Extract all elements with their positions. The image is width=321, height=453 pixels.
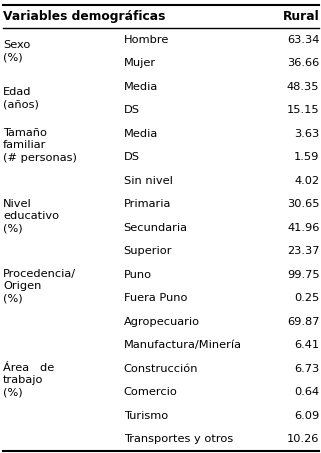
- Text: Superior: Superior: [124, 246, 172, 256]
- Text: 0.64: 0.64: [294, 387, 319, 397]
- Text: Media: Media: [124, 129, 158, 139]
- Text: Primaria: Primaria: [124, 199, 171, 209]
- Text: Sexo
(%): Sexo (%): [3, 40, 30, 63]
- Text: Media: Media: [124, 82, 158, 92]
- Text: 0.25: 0.25: [294, 293, 319, 303]
- Text: 48.35: 48.35: [287, 82, 319, 92]
- Text: 99.75: 99.75: [287, 270, 319, 280]
- Text: 10.26: 10.26: [287, 434, 319, 444]
- Text: Mujer: Mujer: [124, 58, 156, 68]
- Text: Variables demográficas: Variables demográficas: [3, 10, 166, 23]
- Text: Tamaño
familiar
(# personas): Tamaño familiar (# personas): [3, 128, 77, 163]
- Text: Área   de
trabajo
(%): Área de trabajo (%): [3, 363, 55, 398]
- Text: Nivel
educativo
(%): Nivel educativo (%): [3, 198, 59, 233]
- Text: Rural: Rural: [283, 10, 319, 23]
- Text: Hombre: Hombre: [124, 35, 169, 45]
- Text: Construcción: Construcción: [124, 364, 198, 374]
- Text: 3.63: 3.63: [294, 129, 319, 139]
- Text: 41.96: 41.96: [287, 223, 319, 233]
- Text: 1.59: 1.59: [294, 152, 319, 162]
- Text: 63.34: 63.34: [287, 35, 319, 45]
- Text: DS: DS: [124, 152, 140, 162]
- Text: Sin nivel: Sin nivel: [124, 176, 172, 186]
- Text: 4.02: 4.02: [294, 176, 319, 186]
- Text: 15.15: 15.15: [287, 105, 319, 115]
- Text: 23.37: 23.37: [287, 246, 319, 256]
- Text: Procedencia/
Origen
(%): Procedencia/ Origen (%): [3, 269, 76, 304]
- Text: 6.09: 6.09: [294, 410, 319, 420]
- Text: Agropecuario: Agropecuario: [124, 317, 200, 327]
- Text: Transportes y otros: Transportes y otros: [124, 434, 233, 444]
- Text: 6.73: 6.73: [294, 364, 319, 374]
- Text: 36.66: 36.66: [287, 58, 319, 68]
- Text: Edad
(años): Edad (años): [3, 87, 39, 110]
- Text: 6.41: 6.41: [294, 340, 319, 350]
- Text: 30.65: 30.65: [287, 199, 319, 209]
- Text: Manufactura/Minería: Manufactura/Minería: [124, 340, 242, 350]
- Text: 69.87: 69.87: [287, 317, 319, 327]
- Text: Fuera Puno: Fuera Puno: [124, 293, 187, 303]
- Text: Puno: Puno: [124, 270, 152, 280]
- Text: Turismo: Turismo: [124, 410, 168, 420]
- Text: Comercio: Comercio: [124, 387, 178, 397]
- Text: DS: DS: [124, 105, 140, 115]
- Text: Secundaria: Secundaria: [124, 223, 187, 233]
